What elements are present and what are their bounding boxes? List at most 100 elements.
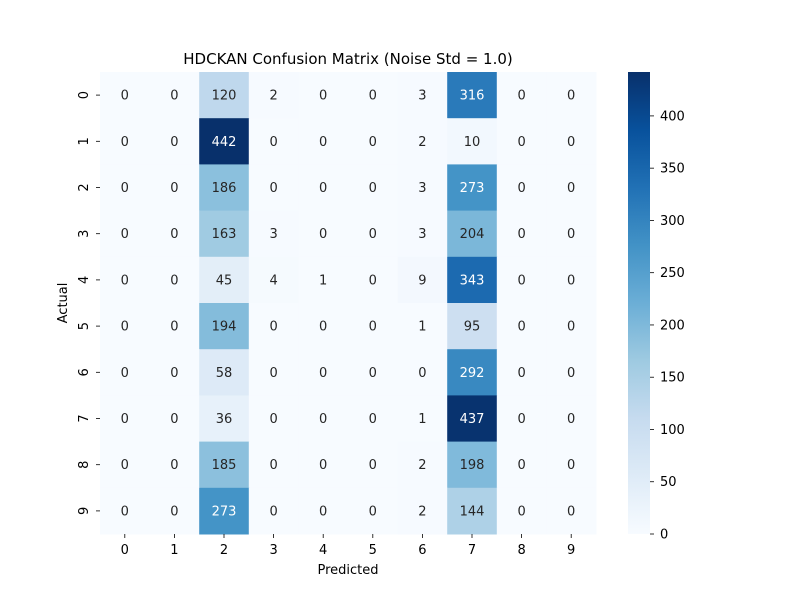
- cell-value-label: 0: [369, 412, 377, 427]
- cell-value-label: 4: [269, 273, 277, 288]
- heatmap-cell: [447, 487, 498, 535]
- heatmap-cell: [348, 303, 399, 350]
- heatmap-cell: [447, 210, 498, 258]
- cell-value-label: 0: [418, 366, 426, 381]
- cell-value-label: 0: [567, 412, 575, 427]
- heatmap-cell: [199, 395, 250, 443]
- heatmap-cell: [496, 303, 547, 350]
- heatmap-cell: [447, 303, 498, 350]
- cell-value-label: 0: [369, 227, 377, 242]
- heatmap-cell: [348, 164, 399, 212]
- cell-value-label: 0: [517, 504, 525, 519]
- heatmap-cell: [546, 303, 597, 350]
- cell-value-label: 0: [121, 227, 129, 242]
- heatmap-cell: [100, 303, 151, 350]
- cell-value-label: 2: [269, 89, 277, 104]
- heatmap-cell: [447, 164, 498, 212]
- x-tick-label: 5: [369, 543, 377, 558]
- heatmap-cell: [496, 395, 547, 443]
- cell-value-label: 0: [269, 458, 277, 473]
- heatmap-cell: [149, 487, 200, 535]
- heatmap-cell: [447, 441, 498, 489]
- cell-value-label: 0: [369, 458, 377, 473]
- heatmap-cell: [546, 395, 597, 443]
- heatmap-cell: [298, 303, 349, 350]
- heatmap-cell: [496, 487, 547, 535]
- x-axis-label: Predicted: [317, 563, 378, 578]
- heatmap-cell: [496, 118, 547, 165]
- heatmap-cell: [496, 349, 547, 396]
- heatmap-cell: [199, 441, 250, 489]
- cell-value-label: 0: [269, 135, 277, 150]
- cell-value-label: 0: [121, 181, 129, 196]
- heatmap-cell: [199, 303, 250, 350]
- heatmap-cell: [397, 72, 448, 119]
- heatmap-cell: [248, 118, 299, 165]
- chart-title: HDCKAN Confusion Matrix (Noise Std = 1.0…: [183, 50, 512, 68]
- heatmap-cell: [546, 118, 597, 165]
- heatmap-cell: [298, 395, 349, 443]
- colorbar-tick-label: 250: [660, 266, 685, 281]
- heatmap-cell: [199, 256, 250, 304]
- heatmap-cell: [348, 487, 399, 535]
- heatmap-cell: [397, 256, 448, 304]
- heatmap-cell: [546, 349, 597, 396]
- cell-value-label: 292: [460, 366, 485, 381]
- cell-value-label: 3: [418, 181, 426, 196]
- cell-value-label: 194: [212, 320, 237, 335]
- heatmap-cell: [100, 349, 151, 396]
- cell-value-label: 442: [212, 135, 237, 150]
- heatmap-cell: [149, 349, 200, 396]
- cell-value-label: 343: [460, 273, 485, 288]
- heatmap-cell: [496, 441, 547, 489]
- cell-value-label: 2: [418, 504, 426, 519]
- colorbar: 0 50 100 150 200 250 300 350 400: [628, 72, 685, 543]
- cell-value-label: 2: [418, 458, 426, 473]
- cell-value-label: 10: [464, 135, 481, 150]
- cell-value-label: 186: [212, 181, 237, 196]
- heatmap-cell: [298, 210, 349, 258]
- heatmap-cell: [447, 395, 498, 443]
- cell-value-label: 0: [567, 458, 575, 473]
- x-tick-label: 6: [418, 543, 426, 558]
- x-tick-label: 0: [121, 543, 129, 558]
- cell-value-label: 0: [517, 366, 525, 381]
- heatmap-cell: [248, 164, 299, 212]
- x-axis: 0 1 2 3 4 5 6 7 8 9: [121, 534, 575, 558]
- x-tick-label: 2: [220, 543, 228, 558]
- cell-value-label: 185: [212, 458, 237, 473]
- cell-value-label: 0: [121, 412, 129, 427]
- cell-value-label: 0: [170, 89, 178, 104]
- cell-value-label: 0: [319, 181, 327, 196]
- heatmap-cell: [100, 395, 151, 443]
- heatmap-cell: [348, 118, 399, 165]
- colorbar-tick-label: 350: [660, 162, 685, 177]
- cell-value-label: 0: [369, 273, 377, 288]
- heatmap-cell: [248, 210, 299, 258]
- cell-value-label: 1: [418, 412, 426, 427]
- cell-value-label: 0: [121, 504, 129, 519]
- cell-value-label: 1: [319, 273, 327, 288]
- y-tick-label: 1: [77, 137, 92, 145]
- heatmap-cell: [248, 487, 299, 535]
- heatmap-cell: [248, 349, 299, 396]
- cell-value-label: 0: [369, 135, 377, 150]
- heatmap-cell: [348, 441, 399, 489]
- cell-value-label: 1: [418, 320, 426, 335]
- y-tick-label: 2: [77, 183, 92, 191]
- cell-value-label: 120: [212, 89, 237, 104]
- cell-value-label: 0: [567, 366, 575, 381]
- cell-value-label: 0: [319, 89, 327, 104]
- cell-value-label: 58: [216, 366, 233, 381]
- cell-value-label: 0: [319, 366, 327, 381]
- heatmap-cell: [199, 164, 250, 212]
- cell-value-label: 0: [517, 320, 525, 335]
- cell-value-label: 0: [121, 366, 129, 381]
- cell-value-label: 0: [517, 227, 525, 242]
- colorbar-tick-label: 0: [660, 528, 668, 543]
- cell-value-label: 204: [460, 227, 485, 242]
- heatmap-cell: [546, 164, 597, 212]
- heatmap-cell: [248, 72, 299, 119]
- cell-value-label: 0: [170, 366, 178, 381]
